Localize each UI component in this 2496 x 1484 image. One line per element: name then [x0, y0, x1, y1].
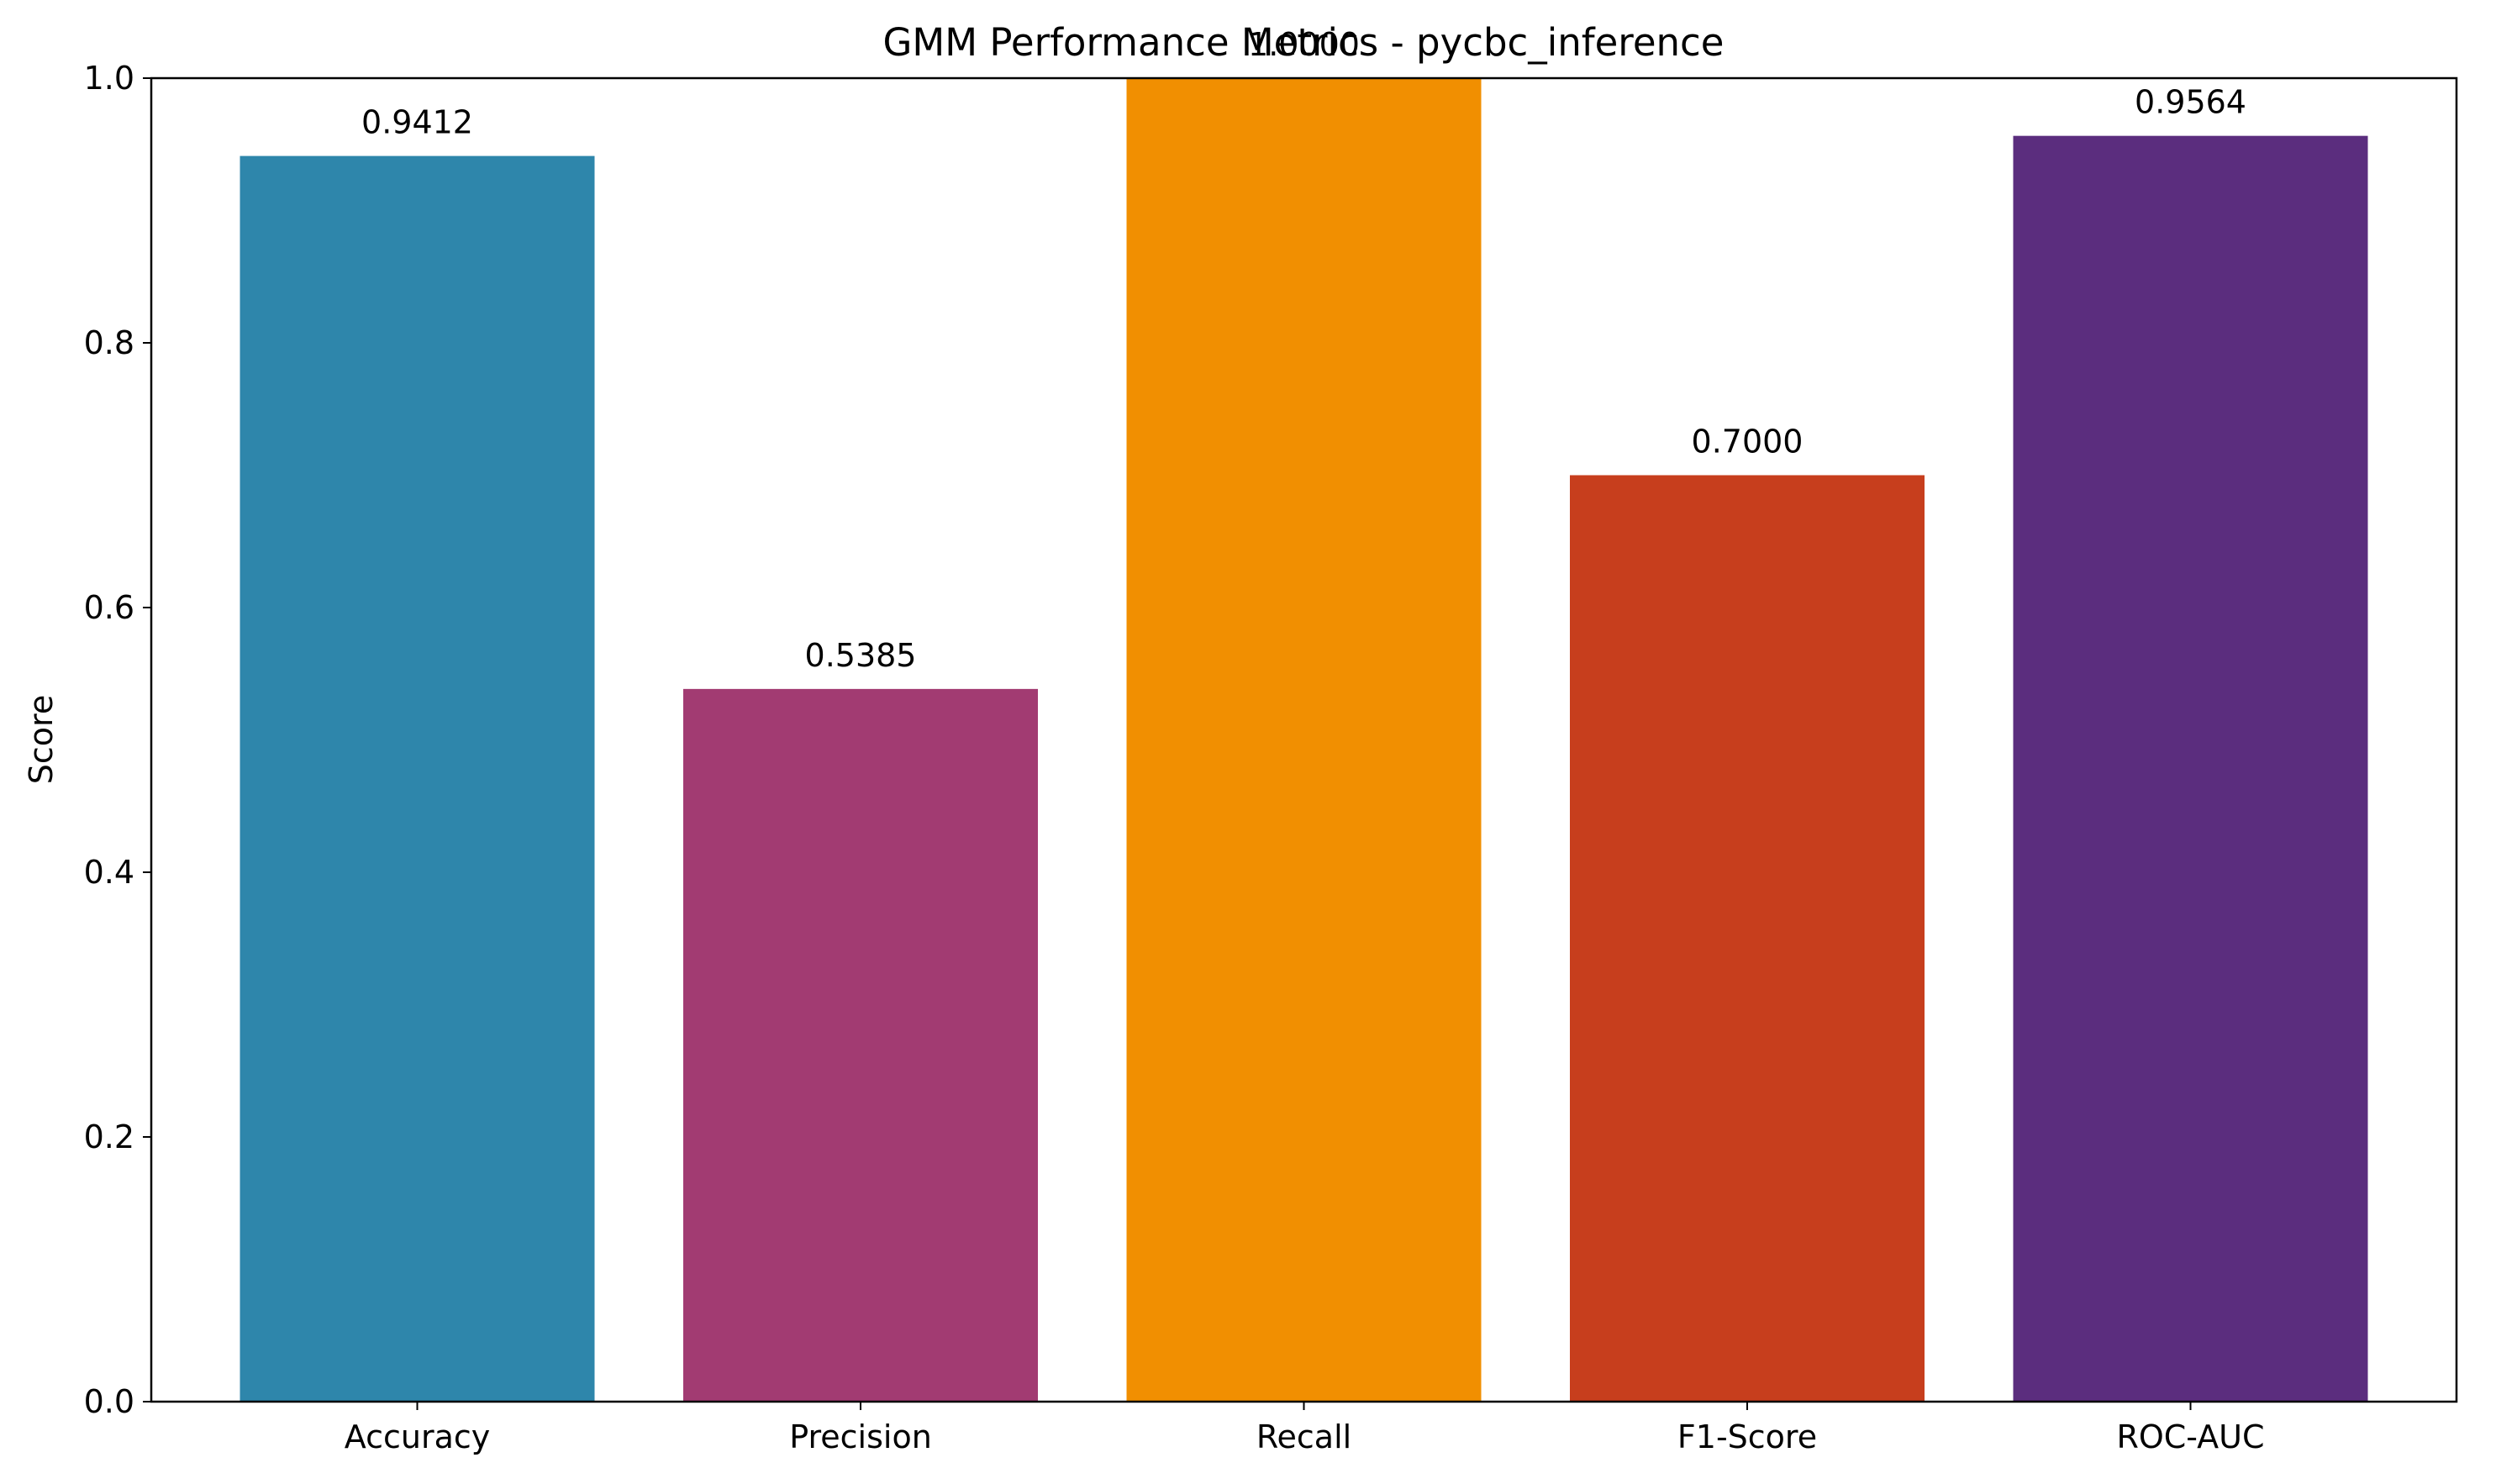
bars-layer: [240, 78, 2368, 1402]
y-tick-label: 1.0: [84, 60, 134, 97]
y-tick-label: 0.8: [84, 324, 134, 361]
data-label-accuracy: 0.9412: [361, 104, 473, 141]
x-axis: Accuracy Precision Recall F1-Score ROC-AUC: [345, 1402, 2265, 1455]
data-label-roc-auc: 0.9564: [2135, 84, 2246, 121]
data-label-f1-score: 0.7000: [1692, 424, 1804, 460]
y-tick-label: 0.4: [84, 854, 134, 891]
y-tick-label: 0.2: [84, 1118, 134, 1155]
x-tick-label: Accuracy: [345, 1418, 491, 1455]
chart-title: GMM Performance Metrics - pycbc_inferenc…: [883, 20, 1725, 65]
y-axis: 0.0 0.2 0.4 0.6 0.8 1.0: [84, 60, 151, 1420]
data-label-recall: 1.0000: [1248, 26, 1360, 63]
x-tick-label: Precision: [789, 1418, 932, 1455]
x-tick-label: ROC-AUC: [2116, 1418, 2264, 1455]
y-tick-label: 0.6: [84, 589, 134, 626]
bar-f1-score: [1570, 475, 1925, 1402]
bar-precision: [683, 688, 1038, 1402]
x-tick-label: Recall: [1256, 1418, 1351, 1455]
bar-accuracy: [240, 155, 595, 1402]
data-label-precision: 0.5385: [805, 637, 917, 674]
y-axis-label: Score: [23, 695, 60, 784]
x-tick-label: F1-Score: [1677, 1418, 1817, 1455]
bar-roc-auc: [2013, 135, 2368, 1402]
value-labels-layer: 0.9412 0.5385 1.0000 0.7000 0.9564: [361, 26, 2246, 674]
y-tick-label: 0.0: [84, 1383, 134, 1420]
bar-recall: [1126, 78, 1482, 1402]
